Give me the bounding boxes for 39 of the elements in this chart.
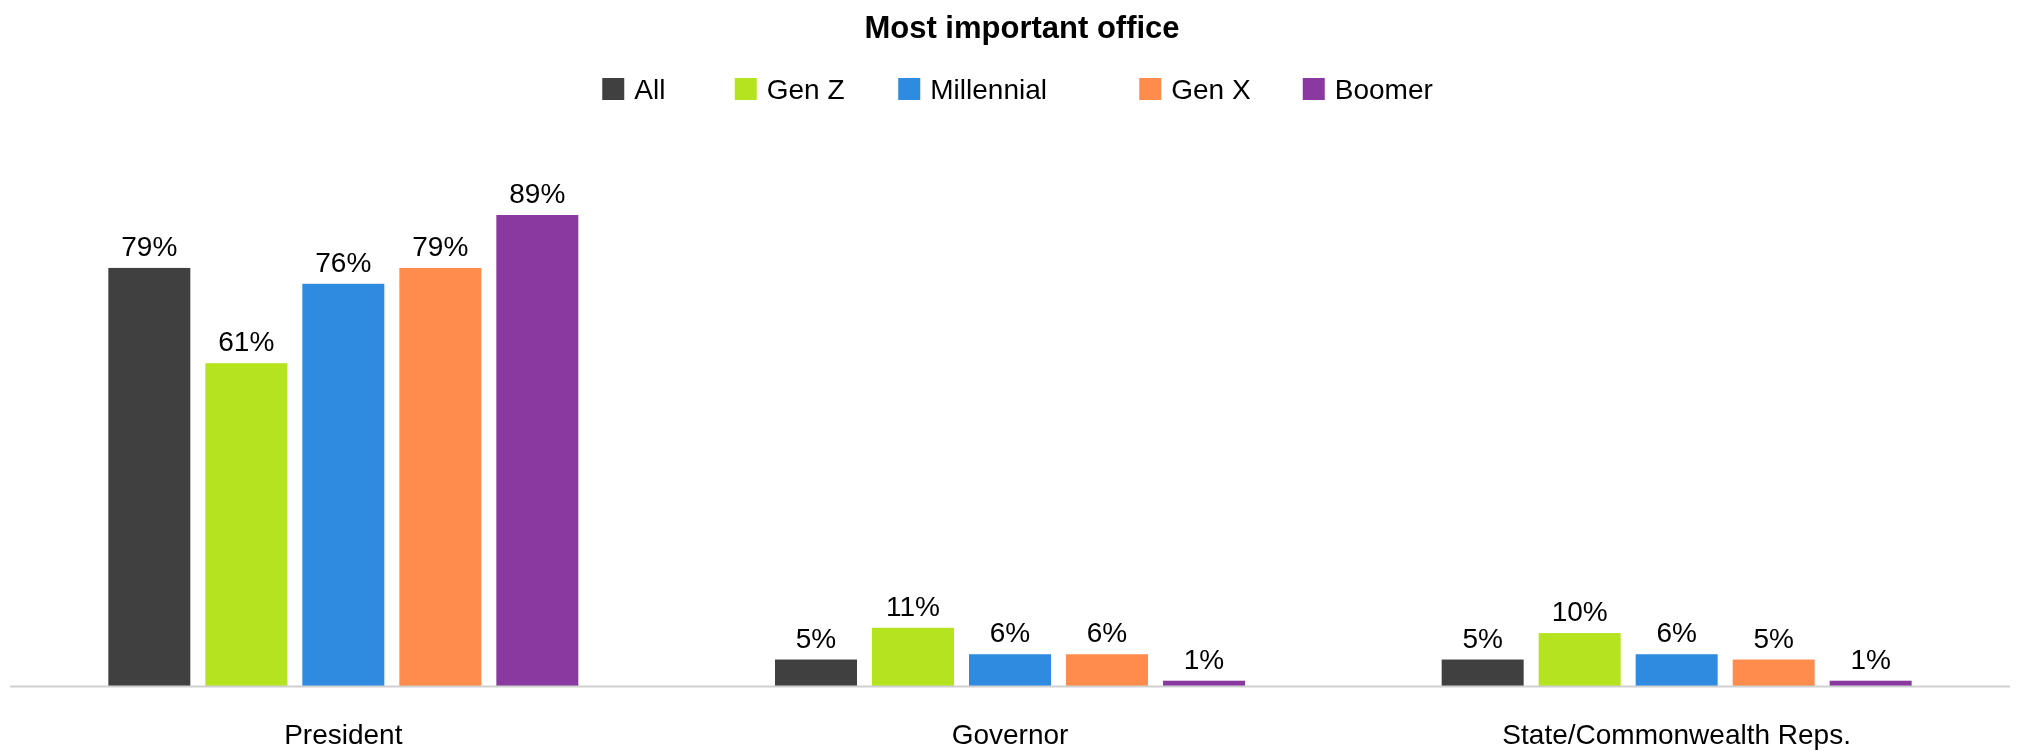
- data-label: 6%: [1656, 617, 1697, 649]
- legend-label: All: [634, 74, 666, 105]
- bar: [969, 654, 1051, 686]
- data-label: 10%: [1551, 596, 1608, 628]
- bar: [496, 215, 579, 686]
- bar: [1829, 680, 1912, 686]
- legend-label: Gen X: [1171, 74, 1251, 105]
- legend-label: Boomer: [1334, 74, 1433, 105]
- bar: [1538, 633, 1621, 686]
- data-label: 5%: [1753, 622, 1794, 654]
- bar: [872, 627, 954, 686]
- data-label: 79%: [121, 230, 178, 262]
- data-label: 6%: [1086, 617, 1128, 649]
- legend-label: Millennial: [930, 74, 1047, 105]
- x-tick-label: State/Commonwealth Reps.: [1502, 719, 1851, 750]
- chart-title: Most important office: [864, 10, 1180, 45]
- bar: [302, 283, 385, 686]
- data-label: 6%: [989, 617, 1031, 649]
- data-label: 1%: [1850, 643, 1891, 675]
- bar: [1441, 659, 1524, 686]
- x-tick-label: President: [284, 719, 403, 750]
- x-tick-label: Governor: [951, 719, 1069, 750]
- data-label: 11%: [886, 590, 940, 622]
- data-label: 5%: [795, 622, 837, 654]
- bar: [205, 363, 288, 686]
- bar: [108, 267, 191, 686]
- data-label: 61%: [218, 326, 275, 358]
- data-label: 79%: [412, 230, 469, 262]
- data-label: 1%: [1183, 643, 1225, 675]
- bar: [775, 659, 857, 686]
- bar: [1066, 654, 1148, 686]
- bar: [399, 267, 482, 686]
- data-label: 76%: [315, 246, 372, 278]
- data-label: 89%: [509, 178, 566, 209]
- bar: [1732, 659, 1815, 686]
- legend-label: Gen Z: [766, 74, 845, 105]
- data-label: 5%: [1462, 622, 1503, 654]
- bar: [1635, 654, 1718, 686]
- bar: [1163, 680, 1245, 686]
